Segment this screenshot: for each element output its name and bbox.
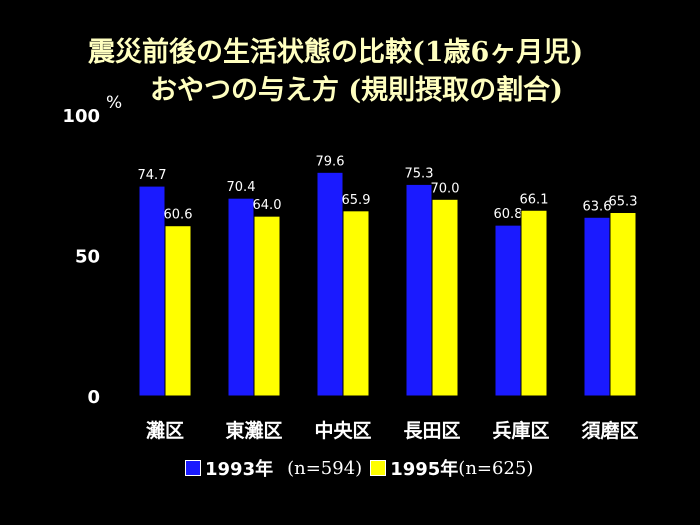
legend-note-1995: (n=625) <box>458 457 534 479</box>
data-label: 65.3 <box>609 195 638 210</box>
bar-1993年-灘区 <box>138 185 166 397</box>
y-tick-label: 100 <box>62 106 100 127</box>
bar-1995年-灘区 <box>164 225 192 397</box>
y-tick-label: 0 <box>87 387 100 408</box>
legend-swatch-1995 <box>370 460 387 476</box>
data-label: 79.6 <box>316 154 345 169</box>
x-tick-label: 東灘区 <box>225 419 282 442</box>
bar-1993年-兵庫区 <box>494 224 522 397</box>
bar-1993年-長田区 <box>405 183 433 397</box>
legend-label-1995: 1995年 <box>390 459 459 480</box>
x-tick-label: 兵庫区 <box>492 419 549 442</box>
bar-1995年-中央区 <box>342 210 370 397</box>
data-label: 75.3 <box>405 166 434 181</box>
x-tick-label: 長田区 <box>403 420 460 442</box>
y-tick-label: 50 <box>75 247 100 268</box>
data-label: 60.6 <box>164 208 193 223</box>
legend-note-1993: (n=594) <box>287 457 363 479</box>
chart-subtitle: おやつの与え方 (規則摂取の割合) <box>150 75 563 106</box>
y-axis-unit: % <box>106 93 122 113</box>
bar-1995年-長田区 <box>431 198 459 397</box>
legend: 1993年 (n=594) 1995年 (n=625) <box>185 455 541 481</box>
chart-title: 震災前後の生活状態の比較(1歳6ヶ月児) <box>88 37 584 68</box>
bar-1993年-須磨区 <box>583 216 611 397</box>
x-tick-label: 須磨区 <box>581 419 638 442</box>
bar-1995年-兵庫区 <box>520 209 548 397</box>
data-label: 60.8 <box>494 207 523 222</box>
bar-1995年-須磨区 <box>609 212 637 397</box>
data-label: 64.0 <box>253 198 282 213</box>
x-tick-label: 中央区 <box>314 419 371 442</box>
bar-1993年-東灘区 <box>227 197 255 397</box>
data-label: 63.6 <box>583 199 612 214</box>
bar-1995年-東灘区 <box>253 215 281 397</box>
data-label: 70.0 <box>431 181 460 196</box>
data-label: 66.1 <box>520 192 549 207</box>
x-tick-label: 灘区 <box>146 419 184 442</box>
bar-1993年-中央区 <box>316 171 344 397</box>
data-label: 74.7 <box>138 168 167 183</box>
data-label: 70.4 <box>227 180 256 195</box>
data-label: 65.9 <box>342 193 371 208</box>
legend-label-1993: 1993年 <box>205 459 274 480</box>
legend-swatch-1993 <box>185 460 201 476</box>
